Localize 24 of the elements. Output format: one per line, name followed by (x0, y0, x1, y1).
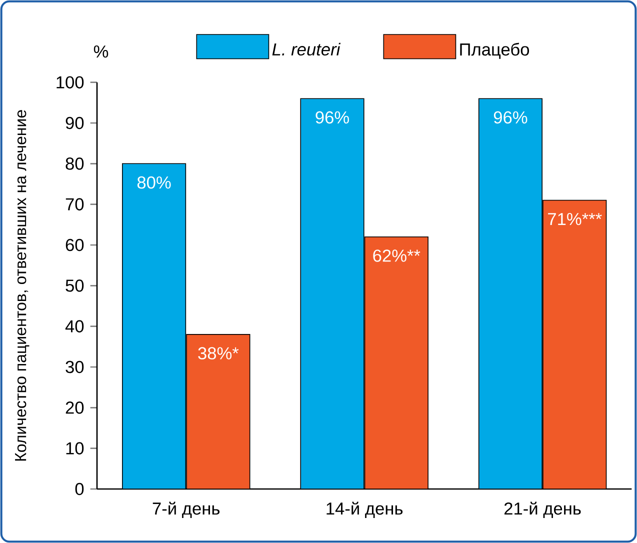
y-axis-title: Количество пациентов, ответивших на лечение (15, 110, 30, 461)
x-tick-label: 21-й день (504, 502, 581, 518)
data-label: 96% (316, 111, 349, 124)
y-tick-label: 0 (75, 482, 84, 496)
data-label: 96% (494, 111, 528, 124)
data-label: 71%*** (548, 212, 602, 226)
data-label: 38%* (198, 347, 239, 360)
legend-label: Плацебо (460, 42, 530, 59)
x-tick-label: 14-й день (326, 502, 403, 518)
y-tick-label: 100 (56, 76, 84, 88)
y-tick-label: 40 (65, 320, 84, 332)
y-tick-label: 70 (66, 198, 84, 210)
legend-label: L. reuteri (272, 42, 341, 56)
y-tick-label: 90 (66, 116, 84, 130)
y-tick-label: 60 (66, 238, 84, 252)
y-tick-label: 80 (66, 158, 84, 170)
y-tick-label: 30 (66, 360, 84, 374)
data-label: 80% (137, 176, 171, 189)
y-tick-label: 10 (66, 442, 84, 454)
x-tick-label: 7-й день (152, 502, 220, 518)
y-tick-label: 20 (66, 402, 84, 414)
data-label: 62%** (373, 250, 420, 262)
text: % (94, 45, 108, 58)
y-tick-label: 50 (66, 280, 84, 292)
